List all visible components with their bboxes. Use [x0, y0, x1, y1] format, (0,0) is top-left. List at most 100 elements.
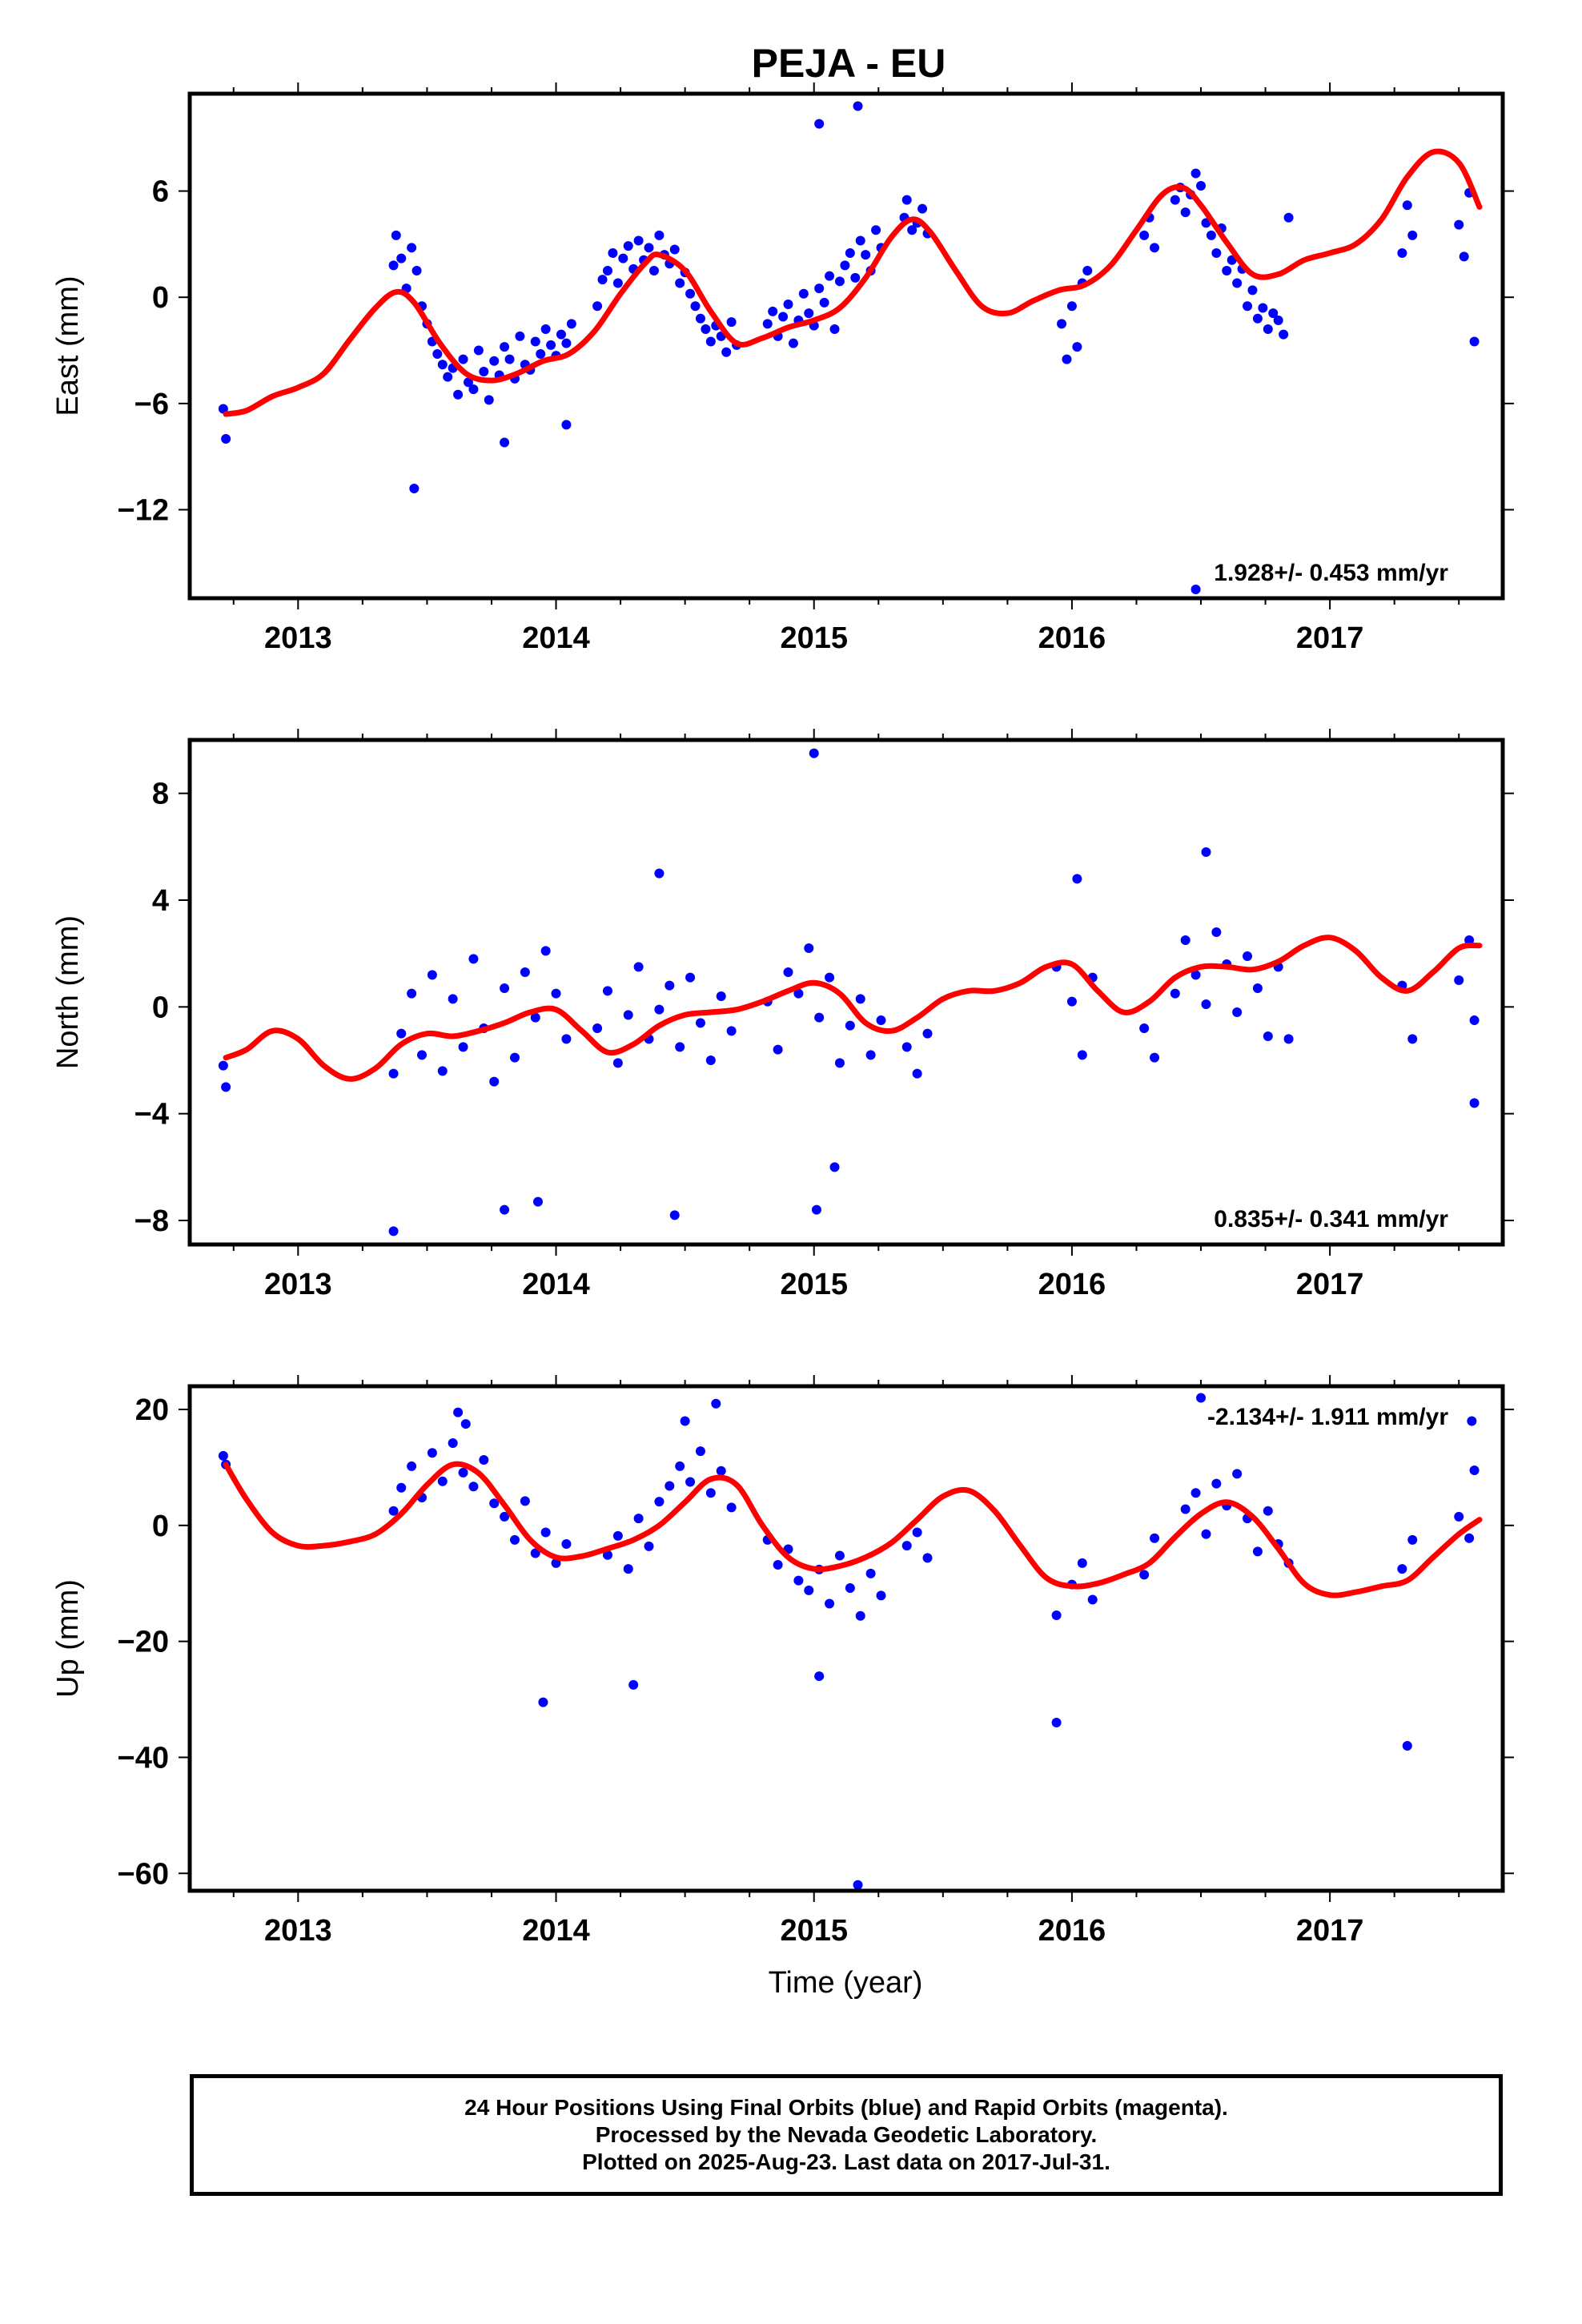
data-point — [845, 1020, 855, 1031]
data-point — [1247, 285, 1258, 296]
data-point — [479, 367, 489, 377]
data-point — [855, 235, 865, 246]
data-point — [834, 1550, 845, 1561]
data-point — [597, 275, 608, 285]
data-point — [538, 1697, 548, 1707]
data-point — [716, 1466, 726, 1476]
y-tick-label: −60 — [118, 1857, 169, 1891]
data-point — [845, 1583, 855, 1593]
data-point — [809, 0, 819, 5]
x-tick-label: 2016 — [1038, 621, 1106, 655]
data-point — [458, 1467, 468, 1478]
data-point — [1072, 342, 1082, 352]
y-tick-label: 6 — [152, 175, 169, 209]
data-point — [1268, 308, 1279, 319]
data-point — [690, 301, 701, 312]
data-point — [685, 288, 696, 299]
data-point — [1258, 303, 1268, 313]
data-point — [768, 306, 778, 316]
data-point — [556, 329, 566, 340]
data-point — [665, 1481, 675, 1491]
data-point — [680, 1416, 690, 1426]
data-point — [1243, 301, 1253, 312]
data-point — [221, 434, 231, 444]
data-point — [1397, 247, 1407, 258]
data-point — [437, 360, 448, 370]
data-point — [773, 1560, 783, 1570]
data-point — [453, 389, 464, 400]
data-point — [489, 1076, 500, 1087]
data-point — [218, 1060, 228, 1071]
footer-line-2: Processed by the Nevada Geodetic Laborat… — [595, 2122, 1098, 2147]
data-point — [1057, 319, 1067, 329]
data-point — [876, 1015, 886, 1025]
data-point — [783, 967, 793, 977]
data-point — [453, 1407, 464, 1417]
data-point — [1252, 983, 1263, 993]
data-point — [463, 377, 473, 388]
data-point — [834, 1058, 845, 1068]
data-point — [388, 1068, 399, 1079]
data-point — [834, 276, 845, 287]
data-point — [546, 340, 556, 350]
data-point — [901, 1042, 912, 1052]
data-point — [1150, 1533, 1160, 1543]
data-point — [489, 1498, 500, 1509]
data-point — [437, 1476, 448, 1486]
data-point — [623, 1564, 633, 1574]
data-point — [612, 1530, 623, 1541]
fit-curve — [223, 1461, 1483, 1598]
panel-frame — [187, 91, 1505, 601]
data-point — [218, 404, 228, 414]
data-point — [1180, 1504, 1191, 1514]
data-point — [608, 247, 618, 258]
data-points — [218, 748, 1480, 1236]
fit-curve — [223, 935, 1483, 1082]
data-point — [685, 972, 696, 983]
data-point — [1170, 195, 1180, 205]
data-point — [1201, 847, 1211, 857]
data-point — [845, 247, 855, 258]
data-point — [388, 260, 399, 271]
data-point — [1072, 874, 1082, 884]
x-tick-label: 2014 — [522, 1268, 590, 1301]
data-point — [1263, 1506, 1273, 1516]
x-tick-label: 2016 — [1038, 1268, 1106, 1301]
data-point — [814, 1012, 825, 1023]
data-point — [1469, 1098, 1480, 1108]
data-point — [1087, 1594, 1098, 1605]
data-point — [901, 1541, 912, 1551]
data-point — [504, 354, 515, 364]
data-point — [1252, 1546, 1263, 1557]
data-point — [1232, 278, 1243, 288]
data-point — [1454, 975, 1464, 985]
data-point — [532, 1196, 543, 1207]
y-tick-label: 4 — [152, 884, 169, 918]
data-point — [396, 1028, 407, 1039]
data-point — [633, 235, 644, 246]
data-point — [865, 1050, 876, 1060]
data-point — [1467, 1416, 1477, 1426]
data-point — [861, 250, 871, 260]
data-point — [675, 1042, 685, 1052]
data-point — [705, 336, 716, 347]
data-point — [705, 1488, 716, 1498]
data-point — [1191, 584, 1201, 594]
data-point — [1051, 1718, 1062, 1727]
data-point — [762, 319, 773, 329]
data-point — [912, 1527, 922, 1538]
data-point — [221, 1082, 231, 1092]
data-point — [1066, 301, 1077, 312]
data-point — [1206, 230, 1216, 240]
footer-line-3: Plotted on 2025-Aug-23. Last data on 201… — [582, 2149, 1110, 2174]
data-point — [458, 354, 468, 364]
data-point — [798, 288, 809, 299]
data-point — [432, 348, 443, 359]
data-point — [1454, 1511, 1464, 1522]
data-points — [218, 1393, 1480, 1890]
data-point — [1191, 168, 1201, 179]
data-point — [515, 331, 525, 341]
data-point — [602, 266, 612, 276]
x-tick-label: 2016 — [1038, 1914, 1106, 1948]
